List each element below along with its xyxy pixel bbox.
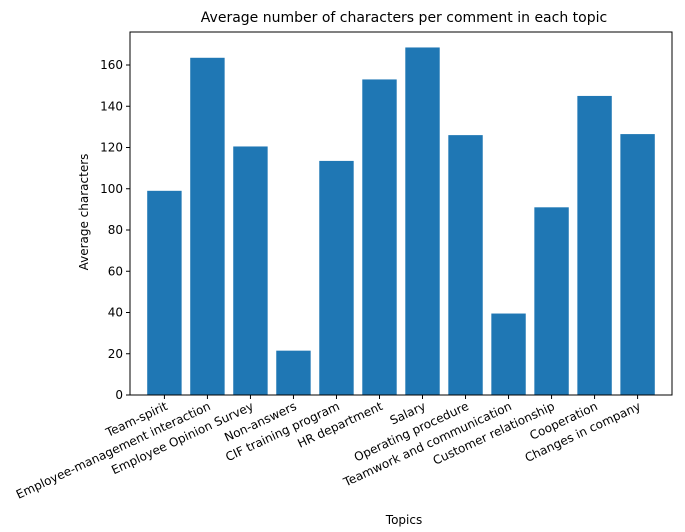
bar-team-spirit (147, 190, 182, 395)
y-tick-label: 100 (100, 182, 123, 196)
y-tick-label: 20 (108, 347, 123, 361)
y-tick-label: 80 (108, 223, 123, 237)
y-tick-label: 120 (100, 141, 123, 155)
bar-employee-management-interaction (190, 57, 225, 395)
bar-cif-training-program (319, 160, 354, 395)
y-axis: 0 20 40 60 80 100 120 140 160 (100, 58, 130, 402)
y-tick-label: 140 (100, 99, 123, 113)
x-tick-label: Employee-management interaction (14, 399, 213, 502)
bar-employee-opinion-survey (233, 146, 268, 395)
bar-customer-relationship (534, 207, 569, 395)
y-tick-label: 0 (115, 388, 123, 402)
bar-operating-procedure (448, 135, 483, 395)
bars-group (147, 47, 655, 395)
bar-hr-department (362, 79, 397, 395)
bar-salary (405, 47, 440, 395)
x-axis-label: Topics (385, 513, 422, 527)
plot-frame (129, 31, 673, 396)
chart-title: Average number of characters per comment… (201, 10, 607, 26)
y-tick-label: 40 (108, 306, 123, 320)
bar-changes-in-company (620, 134, 655, 395)
bar-non-answers (276, 350, 311, 395)
y-axis-label: Average characters (77, 154, 91, 271)
bar-cooperation (577, 95, 612, 395)
y-tick-label: 160 (100, 58, 123, 72)
y-tick-label: 60 (108, 264, 123, 278)
bar-teamwork-and-communication (491, 313, 526, 395)
